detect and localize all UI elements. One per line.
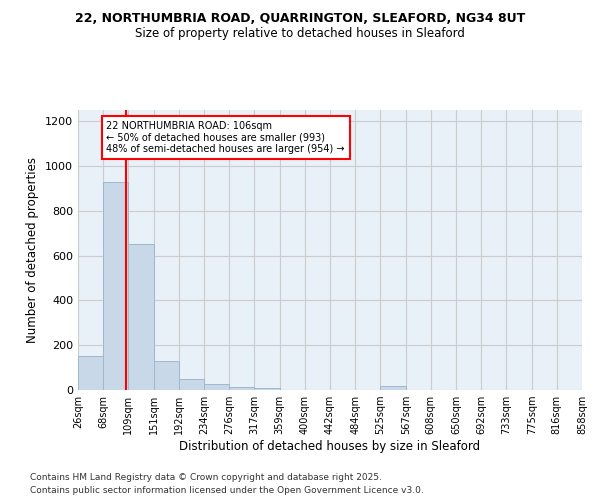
Text: Size of property relative to detached houses in Sleaford: Size of property relative to detached ho… (135, 28, 465, 40)
Text: Contains HM Land Registry data © Crown copyright and database right 2025.: Contains HM Land Registry data © Crown c… (30, 474, 382, 482)
Bar (179, 379, 204, 390)
Bar (204, 384, 229, 390)
X-axis label: Distribution of detached houses by size in Sleaford: Distribution of detached houses by size … (179, 440, 481, 453)
Bar (229, 386, 254, 390)
Text: 22, NORTHUMBRIA ROAD, QUARRINGTON, SLEAFORD, NG34 8UT: 22, NORTHUMBRIA ROAD, QUARRINGTON, SLEAF… (75, 12, 525, 26)
Bar (78, 356, 103, 390)
Bar (154, 361, 179, 390)
Bar (380, 386, 406, 390)
Bar (128, 244, 154, 390)
Text: Contains public sector information licensed under the Open Government Licence v3: Contains public sector information licen… (30, 486, 424, 495)
Y-axis label: Number of detached properties: Number of detached properties (26, 157, 40, 343)
Bar (103, 182, 128, 390)
Bar (254, 388, 280, 390)
Text: 22 NORTHUMBRIA ROAD: 106sqm
← 50% of detached houses are smaller (993)
48% of se: 22 NORTHUMBRIA ROAD: 106sqm ← 50% of det… (106, 121, 345, 154)
